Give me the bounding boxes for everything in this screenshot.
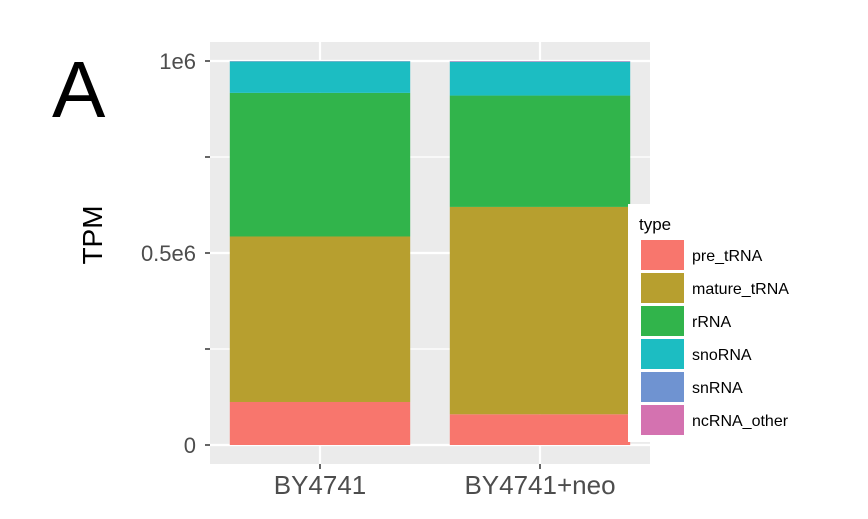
bar-segment-rRNA	[449, 95, 631, 207]
legend-key-mature-tRNA	[641, 273, 684, 303]
x-tick-label: BY4741	[274, 470, 367, 500]
bar-segment-snoRNA	[449, 61, 631, 96]
legend-label: mature_tRNA	[692, 281, 789, 298]
legend-key-rRNA	[641, 306, 684, 336]
bar-segment-rRNA	[229, 92, 411, 237]
legend: type pre_tRNA mature_tRNA rRNA snoRNA snRNA n…	[628, 204, 806, 442]
x-tick-label: BY4741+neo	[464, 470, 615, 500]
legend-label: snRNA	[692, 380, 743, 397]
y-tick-label: 0.5e6	[141, 241, 196, 266]
legend-label: snoRNA	[692, 347, 752, 364]
legend-label: pre_tRNA	[692, 248, 763, 265]
y-tick-label: 0	[184, 433, 196, 458]
y-axis-title: TPM	[77, 205, 108, 264]
y-axis: 0 0.5e6 1e6	[141, 49, 210, 458]
panel-label: A	[52, 45, 106, 134]
bars-group	[229, 61, 631, 445]
bar-segment-mature-tRNA	[229, 236, 411, 402]
bar-segment-pre-tRNA	[449, 414, 631, 445]
bar-segment-pre-tRNA	[229, 401, 411, 445]
legend-key-snRNA	[641, 372, 684, 402]
legend-key-pre-tRNA	[641, 240, 684, 270]
legend-label: rRNA	[692, 314, 731, 331]
bar-segment-snoRNA	[229, 61, 411, 93]
bar-segment-mature-tRNA	[449, 206, 631, 415]
legend-label: ncRNA_other	[692, 413, 789, 430]
legend-key-ncRNA-other	[641, 405, 684, 435]
legend-key-snoRNA	[641, 339, 684, 369]
x-axis: BY4741 BY4741+neo	[274, 464, 616, 500]
y-tick-label: 1e6	[159, 49, 196, 74]
legend-title: type	[639, 215, 671, 234]
